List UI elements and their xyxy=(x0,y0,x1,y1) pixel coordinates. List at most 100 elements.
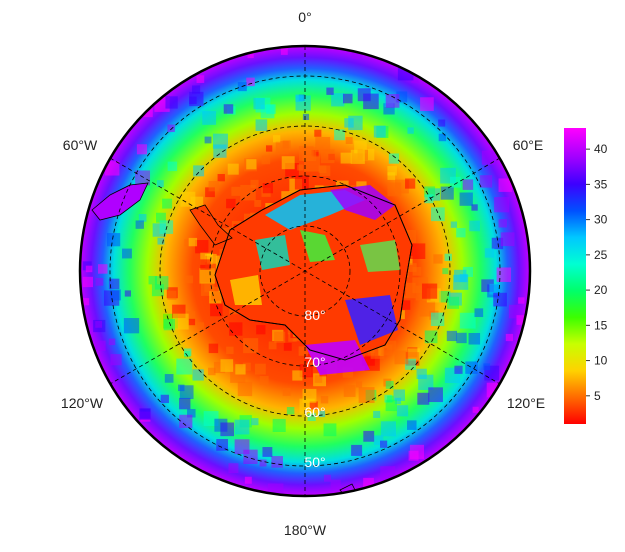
field-cell xyxy=(280,48,288,55)
field-cell xyxy=(282,140,291,149)
field-cell xyxy=(387,172,396,180)
field-cell xyxy=(208,343,219,354)
field-cell xyxy=(282,387,291,396)
field-cell xyxy=(438,119,446,127)
field-cell xyxy=(444,253,452,261)
field-cell xyxy=(139,408,151,420)
colorbar-tick-label: 35 xyxy=(594,177,608,191)
field-cell xyxy=(273,135,281,143)
field-cell xyxy=(246,159,257,170)
field-cell xyxy=(330,479,341,490)
field-cell xyxy=(208,180,219,192)
field-cell xyxy=(179,414,193,428)
field-cell xyxy=(261,155,271,165)
field-cell xyxy=(268,341,277,350)
field-cell xyxy=(459,312,476,329)
field-cell xyxy=(274,331,286,343)
field-cell xyxy=(254,200,262,207)
field-cell xyxy=(188,318,196,326)
lon-label-lower-left: 120°W xyxy=(61,395,104,411)
field-cell xyxy=(350,149,365,164)
field-cell xyxy=(237,381,253,397)
field-cell xyxy=(496,267,512,282)
field-cell xyxy=(251,418,259,426)
field-cell xyxy=(271,456,283,468)
field-cell xyxy=(188,237,198,247)
field-cell xyxy=(205,187,215,198)
field-cell xyxy=(440,186,454,200)
field-cell xyxy=(108,338,116,346)
field-cell xyxy=(180,191,196,207)
field-cell xyxy=(138,214,147,222)
colorbar-tick-label: 15 xyxy=(594,318,608,332)
field-cell xyxy=(110,354,122,366)
field-cell xyxy=(387,182,402,197)
field-cell xyxy=(220,359,234,372)
field-cell xyxy=(256,325,266,335)
meridian-60e-120w xyxy=(109,157,501,385)
field-cell xyxy=(85,265,93,273)
field-cell xyxy=(163,318,175,331)
field-cell xyxy=(148,275,157,285)
field-cell xyxy=(193,165,205,177)
colorbar-tick-label: 30 xyxy=(594,213,608,227)
field-cell xyxy=(82,276,94,288)
field-cell xyxy=(151,284,164,297)
field-cell xyxy=(405,178,416,189)
field-cell xyxy=(468,332,481,345)
field-cell xyxy=(424,194,434,204)
field-cell xyxy=(342,93,353,104)
field-cell xyxy=(474,308,484,318)
field-cell xyxy=(363,477,374,489)
field-cell xyxy=(421,283,438,299)
field-cell xyxy=(356,381,363,388)
field-cell xyxy=(298,346,309,356)
field-cell xyxy=(430,312,445,327)
field-cell xyxy=(164,374,174,383)
colorbar-tick-label: 25 xyxy=(594,248,608,262)
field-cell xyxy=(95,277,104,286)
field-cell xyxy=(417,392,430,405)
field-cell xyxy=(387,166,397,176)
field-cell xyxy=(385,380,394,389)
lat-label-80: 80° xyxy=(304,307,325,323)
field-cell xyxy=(167,161,178,172)
field-cell xyxy=(283,342,292,351)
field-cell xyxy=(227,163,239,175)
field-cell xyxy=(433,254,443,264)
field-cell xyxy=(314,129,322,137)
field-cell xyxy=(323,474,331,482)
field-cell xyxy=(154,276,169,290)
field-cell xyxy=(373,410,381,418)
field-cell xyxy=(304,353,314,363)
colorbar-tick-label: 10 xyxy=(594,354,608,368)
field-cell xyxy=(351,48,363,59)
field-cell xyxy=(262,183,273,194)
field-cell xyxy=(176,358,193,375)
field-cell xyxy=(124,290,131,297)
field-cell xyxy=(456,228,466,238)
field-cell xyxy=(383,103,395,115)
field-cell xyxy=(231,186,241,196)
field-cell xyxy=(500,232,515,247)
field-cell xyxy=(411,75,419,84)
field-cell xyxy=(192,85,201,94)
colorbar-tick-label: 20 xyxy=(594,283,608,297)
field-cell xyxy=(345,137,353,144)
field-cell xyxy=(286,406,295,415)
field-cell xyxy=(226,198,236,209)
lon-label-top: 0° xyxy=(298,9,311,25)
field-cell xyxy=(160,394,169,404)
field-cell xyxy=(156,180,164,188)
field-cell xyxy=(135,220,144,229)
field-cell xyxy=(123,318,140,334)
field-cell xyxy=(394,397,402,405)
field-cell xyxy=(381,344,393,356)
field-cell xyxy=(396,91,408,103)
field-cell xyxy=(424,330,438,344)
field-cell xyxy=(404,358,416,370)
field-cell xyxy=(387,395,394,403)
field-cell xyxy=(109,289,121,301)
field-cell xyxy=(200,259,211,270)
